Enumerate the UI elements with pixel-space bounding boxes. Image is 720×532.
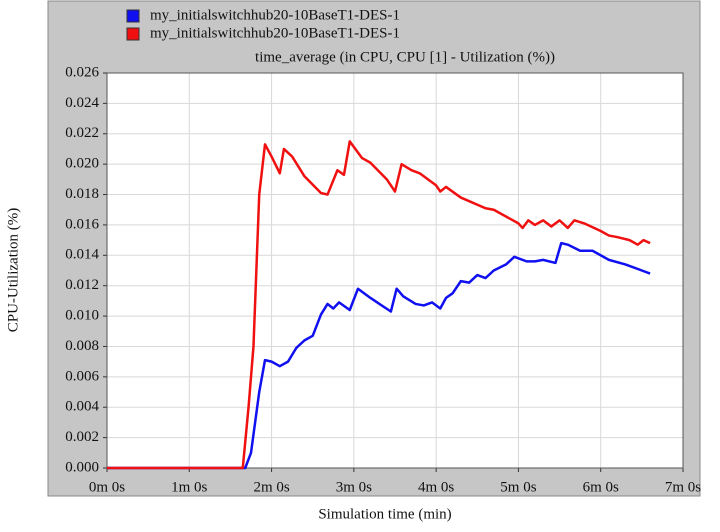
y-tick-label: 0.020 xyxy=(65,156,99,172)
x-tick-label: 0m 0s xyxy=(89,479,125,495)
y-tick-label: 0.010 xyxy=(65,308,99,324)
y-tick-label: 0.008 xyxy=(65,338,99,354)
y-tick-label: 0.016 xyxy=(65,216,99,232)
x-tick-label: 1m 0s xyxy=(171,479,207,495)
plot-border xyxy=(106,72,684,469)
y-tick-label: 0.014 xyxy=(65,247,99,263)
legend-label: my_initialswitchhub20-10BaseT1-DES-1 xyxy=(150,7,400,23)
plot-area xyxy=(106,72,684,469)
legend-label: my_initialswitchhub20-10BaseT1-DES-1 xyxy=(150,25,400,41)
y-tick-label: 0.024 xyxy=(65,95,99,111)
y-tick-label: 0.000 xyxy=(65,459,99,475)
y-tick-label: 0.006 xyxy=(65,368,99,384)
legend-swatch xyxy=(126,27,140,41)
series-line xyxy=(107,140,651,470)
chart-title: time_average (in CPU, CPU [1] - Utilizat… xyxy=(255,49,555,65)
x-tick-label: 3m 0s xyxy=(336,479,372,495)
x-tick-label: 4m 0s xyxy=(418,479,454,495)
x-tick-label: 6m 0s xyxy=(583,479,619,495)
x-tick-label: 5m 0s xyxy=(500,479,536,495)
x-tick-label: 7m 0s xyxy=(665,479,701,495)
y-tick-label: 0.026 xyxy=(65,64,99,80)
y-tick-label: 0.002 xyxy=(65,429,99,445)
legend-swatch xyxy=(126,9,140,23)
series-line xyxy=(107,241,651,470)
y-tick-label: 0.022 xyxy=(65,125,99,141)
x-tick-label: 2m 0s xyxy=(253,479,289,495)
y-tick-label: 0.018 xyxy=(65,186,99,202)
y-tick-label: 0.004 xyxy=(65,399,99,415)
y-tick-label: 0.012 xyxy=(65,277,99,293)
y-axis-label: CPU-Utilization (%) xyxy=(5,208,21,333)
x-axis-label: Simulation time (min) xyxy=(318,506,451,522)
